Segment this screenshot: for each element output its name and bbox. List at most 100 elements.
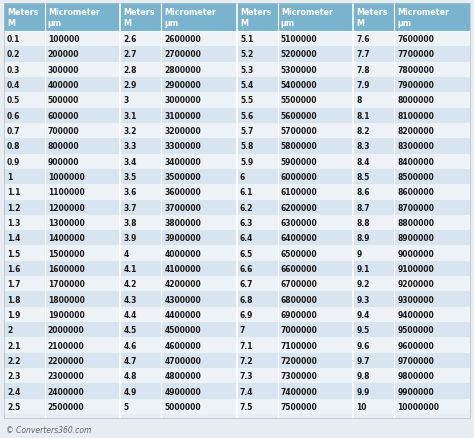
Bar (4, 63, 120, 78)
Bar (354, 108, 470, 124)
Text: 9.2: 9.2 (356, 279, 370, 289)
Text: 10: 10 (356, 402, 367, 411)
Bar (4, 154, 120, 170)
Bar (4, 185, 120, 200)
Text: 9700000: 9700000 (397, 356, 434, 365)
Text: 2600000: 2600000 (164, 35, 201, 44)
Bar (354, 292, 470, 307)
Text: Meters
M: Meters M (356, 8, 388, 28)
Text: 1.2: 1.2 (7, 203, 20, 212)
Text: 400000: 400000 (48, 81, 79, 90)
Text: 7700000: 7700000 (397, 50, 434, 59)
Text: 2: 2 (7, 325, 12, 335)
Bar (237, 338, 354, 353)
Bar (120, 338, 237, 353)
Bar (120, 78, 237, 93)
Text: 2300000: 2300000 (48, 371, 84, 380)
Text: 3300000: 3300000 (164, 142, 201, 151)
Bar (120, 384, 237, 399)
Bar (354, 63, 470, 78)
Bar (4, 47, 120, 63)
Text: 3.7: 3.7 (124, 203, 137, 212)
Text: 0.1: 0.1 (7, 35, 20, 44)
Bar (4, 93, 120, 108)
Text: 6700000: 6700000 (281, 279, 318, 289)
Text: 8000000: 8000000 (397, 96, 434, 105)
Text: 4.7: 4.7 (124, 356, 137, 365)
Text: 4.3: 4.3 (124, 295, 137, 304)
Bar (4, 4, 120, 32)
Text: 9300000: 9300000 (397, 295, 434, 304)
Text: 5: 5 (124, 402, 128, 411)
Text: 6.5: 6.5 (240, 249, 253, 258)
Text: 4300000: 4300000 (164, 295, 201, 304)
Text: 7.6: 7.6 (356, 35, 370, 44)
Bar (120, 170, 237, 185)
Text: 9800000: 9800000 (397, 371, 434, 380)
Text: 5.7: 5.7 (240, 127, 254, 136)
Text: 2.3: 2.3 (7, 371, 20, 380)
Text: 6600000: 6600000 (281, 265, 318, 273)
Text: 6500000: 6500000 (281, 249, 318, 258)
Text: Meters
M: Meters M (7, 8, 38, 28)
Text: 3.4: 3.4 (124, 157, 137, 166)
Bar (354, 47, 470, 63)
Text: 6200000: 6200000 (281, 203, 318, 212)
Bar (354, 276, 470, 292)
Text: 7300000: 7300000 (281, 371, 318, 380)
Bar (354, 261, 470, 276)
Text: 7.8: 7.8 (356, 66, 370, 74)
Text: 5.1: 5.1 (240, 35, 253, 44)
Text: 8800000: 8800000 (397, 219, 434, 227)
Text: 8900000: 8900000 (397, 234, 434, 243)
Text: Micrometer
μm: Micrometer μm (281, 8, 333, 28)
Text: 1400000: 1400000 (48, 234, 84, 243)
Text: 5400000: 5400000 (281, 81, 318, 90)
Text: 5300000: 5300000 (281, 66, 318, 74)
Bar (120, 154, 237, 170)
Text: 8100000: 8100000 (397, 112, 434, 120)
Text: 2.5: 2.5 (7, 402, 20, 411)
Text: 6.7: 6.7 (240, 279, 254, 289)
Text: 8600000: 8600000 (397, 188, 434, 197)
Text: 9.7: 9.7 (356, 356, 370, 365)
Text: Micrometer
μm: Micrometer μm (48, 8, 100, 28)
Text: 8300000: 8300000 (397, 142, 434, 151)
Text: 1.7: 1.7 (7, 279, 20, 289)
Text: 6.2: 6.2 (240, 203, 254, 212)
Text: 1700000: 1700000 (48, 279, 85, 289)
Text: 0.4: 0.4 (7, 81, 20, 90)
Bar (4, 307, 120, 322)
Bar (354, 338, 470, 353)
Text: 4: 4 (124, 249, 129, 258)
Bar (120, 292, 237, 307)
Text: 3800000: 3800000 (164, 219, 201, 227)
Text: 1500000: 1500000 (48, 249, 84, 258)
Text: 5700000: 5700000 (281, 127, 318, 136)
Text: 1000000: 1000000 (48, 173, 84, 182)
Bar (120, 399, 237, 414)
Bar (4, 261, 120, 276)
Text: 8.9: 8.9 (356, 234, 370, 243)
Bar (120, 215, 237, 231)
Text: 2.4: 2.4 (7, 387, 20, 396)
Text: 4600000: 4600000 (164, 341, 201, 350)
Text: 3700000: 3700000 (164, 203, 201, 212)
Text: 3400000: 3400000 (164, 157, 201, 166)
Text: 8.5: 8.5 (356, 173, 370, 182)
Text: 7: 7 (240, 325, 246, 335)
Text: 4.2: 4.2 (124, 279, 137, 289)
Text: 8500000: 8500000 (397, 173, 434, 182)
Bar (354, 215, 470, 231)
Bar (354, 185, 470, 200)
Text: 6300000: 6300000 (281, 219, 318, 227)
Bar (4, 231, 120, 246)
Text: 6900000: 6900000 (281, 310, 318, 319)
Bar (237, 368, 354, 384)
Bar (354, 384, 470, 399)
Bar (354, 154, 470, 170)
Text: 1200000: 1200000 (48, 203, 84, 212)
Text: 9600000: 9600000 (397, 341, 434, 350)
Bar (354, 399, 470, 414)
Text: 9000000: 9000000 (397, 249, 434, 258)
